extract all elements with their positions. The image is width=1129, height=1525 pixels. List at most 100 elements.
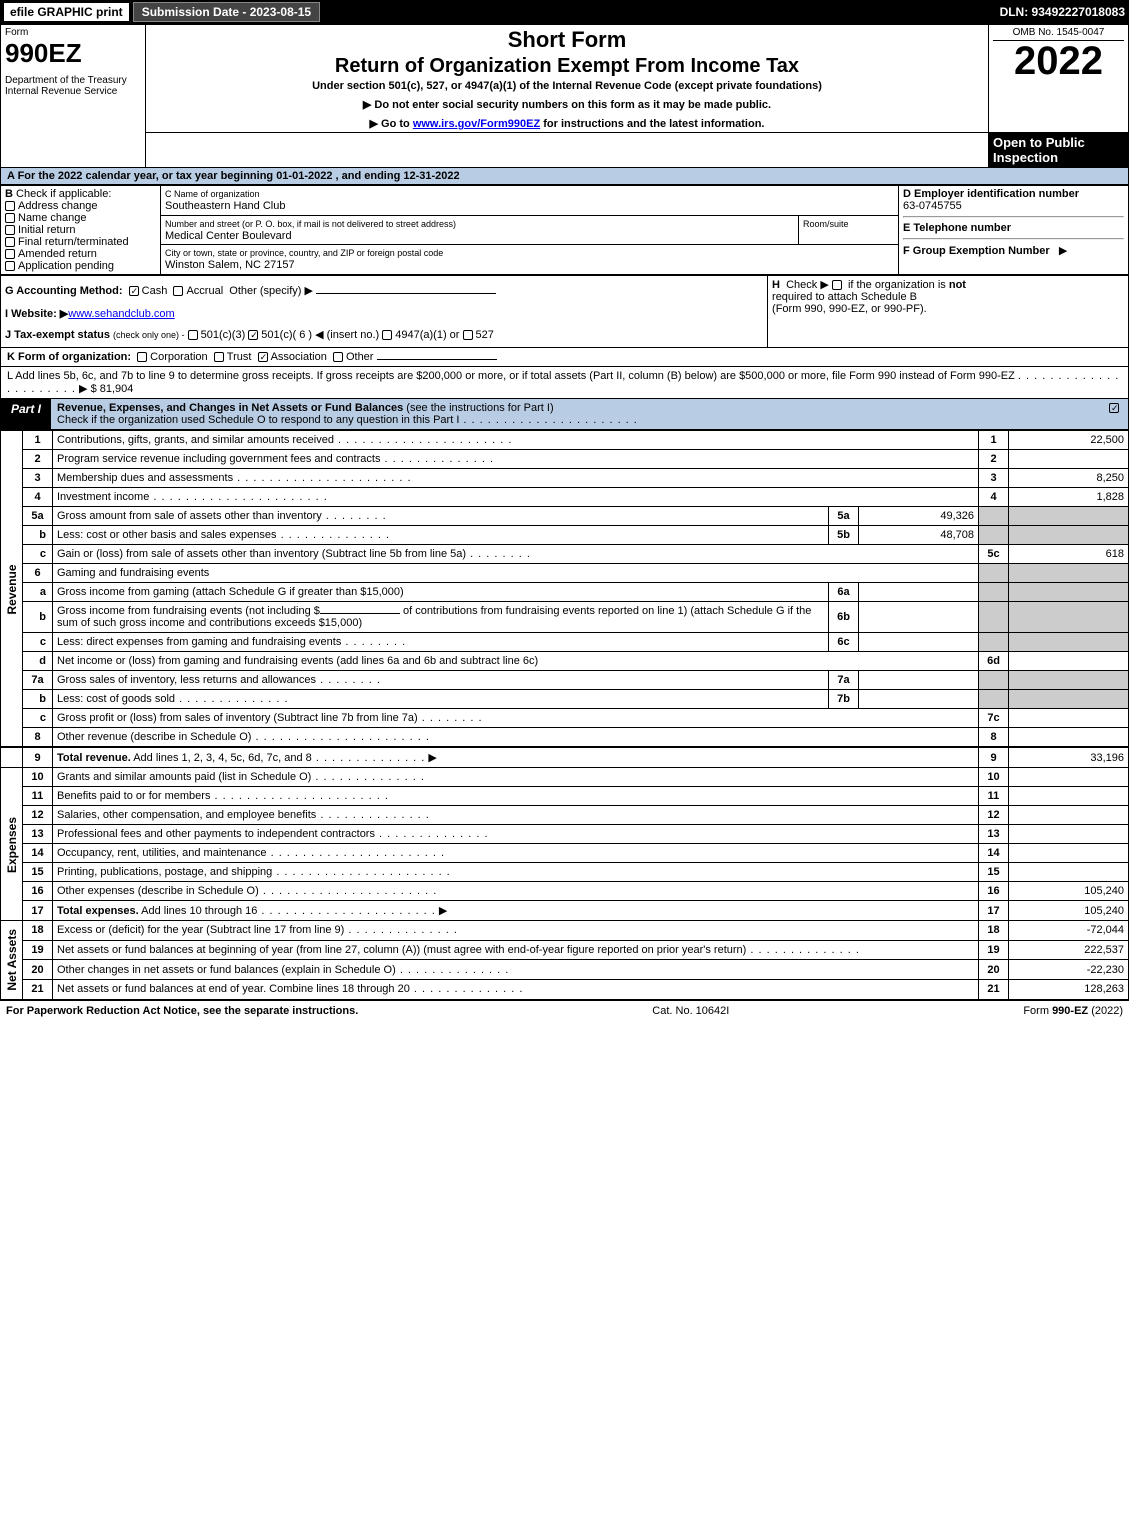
shaded-6-val — [1009, 564, 1129, 583]
part-1-title-text: Revenue, Expenses, and Changes in Net As… — [57, 402, 403, 414]
shaded-5b-val — [1009, 526, 1129, 545]
irs-link[interactable]: www.irs.gov/Form990EZ — [413, 118, 540, 130]
result-no-1: 1 — [979, 431, 1009, 450]
checkbox-schedule-o[interactable] — [1109, 403, 1119, 413]
checkbox-527[interactable] — [463, 330, 473, 340]
h-text1: Check ▶ — [786, 279, 829, 291]
result-no-21: 21 — [979, 979, 1009, 999]
k-assoc: Association — [271, 351, 327, 363]
checkbox-initial-return[interactable] — [5, 225, 15, 235]
line-no-3: 3 — [23, 469, 53, 488]
top-bar: efile GRAPHIC print Submission Date - 20… — [0, 0, 1129, 24]
l-value: $ 81,904 — [91, 383, 134, 395]
checkbox-cash[interactable] — [129, 286, 139, 296]
part-1-title-sub: (see the instructions for Part I) — [406, 402, 553, 414]
line-7a-desc: Gross sales of inventory, less returns a… — [53, 671, 829, 690]
checkbox-address-change[interactable] — [5, 201, 15, 211]
shaded-6b — [979, 602, 1009, 633]
k-trust: Trust — [227, 351, 252, 363]
checkbox-501c3[interactable] — [188, 330, 198, 340]
part-1-check — [1103, 399, 1128, 429]
line-7b-desc: Less: cost of goods sold — [53, 690, 829, 709]
result-no-18: 18 — [979, 921, 1009, 941]
line-13-desc: Professional fees and other payments to … — [53, 825, 979, 844]
line-10-val — [1009, 768, 1129, 787]
line-6b-desc: Gross income from fundraising events (no… — [53, 602, 829, 633]
header-right: OMB No. 1545-0047 2022 — [989, 25, 1129, 133]
line-19-val: 222,537 — [1009, 940, 1129, 960]
line-7c-val — [1009, 709, 1129, 728]
line-11-desc: Benefits paid to or for members — [53, 787, 979, 806]
line-no-6b: b — [23, 602, 53, 633]
checkbox-assoc[interactable] — [258, 352, 268, 362]
line-7b-inline — [859, 690, 979, 709]
street-value: Medical Center Boulevard — [165, 230, 292, 242]
j-opt1: 501(c)(3) — [201, 329, 246, 341]
line-7c-desc: Gross profit or (loss) from sales of inv… — [53, 709, 979, 728]
inline-label-6b: 6b — [829, 602, 859, 633]
checkbox-pending[interactable] — [5, 261, 15, 271]
line-no-6: 6 — [23, 564, 53, 583]
section-b-check-label: Check if applicable: — [16, 188, 111, 200]
checkbox-final-return[interactable] — [5, 237, 15, 247]
line-12-desc: Salaries, other compensation, and employ… — [53, 806, 979, 825]
checkbox-accrual[interactable] — [173, 286, 183, 296]
line-no-10: 10 — [23, 768, 53, 787]
j-opt3: 4947(a)(1) or — [395, 329, 459, 341]
line-no-8: 8 — [23, 728, 53, 748]
f-arrow: ▶ — [1059, 245, 1067, 257]
checkbox-4947[interactable] — [382, 330, 392, 340]
shaded-7a-val — [1009, 671, 1129, 690]
checkbox-trust[interactable] — [214, 352, 224, 362]
tax-year: 2022 — [993, 41, 1124, 81]
inline-label-7a: 7a — [829, 671, 859, 690]
checkbox-corp[interactable] — [137, 352, 147, 362]
result-no-6d: 6d — [979, 652, 1009, 671]
line-16-val: 105,240 — [1009, 882, 1129, 901]
checkbox-amended[interactable] — [5, 249, 15, 259]
checkbox-name-change[interactable] — [5, 213, 15, 223]
line-5b-desc: Less: cost or other basis and sales expe… — [53, 526, 829, 545]
inline-label-6a: 6a — [829, 583, 859, 602]
line-5c-val: 618 — [1009, 545, 1129, 564]
result-no-3: 3 — [979, 469, 1009, 488]
line-18-desc: Excess or (deficit) for the year (Subtra… — [53, 921, 979, 941]
line-15-desc: Printing, publications, postage, and shi… — [53, 863, 979, 882]
h-text4: required to attach Schedule B — [772, 291, 917, 303]
shaded-7b-val — [1009, 690, 1129, 709]
line-5c-desc: Gain or (loss) from sale of assets other… — [53, 545, 979, 564]
org-name: Southeastern Hand Club — [165, 200, 285, 212]
line-2-desc: Program service revenue including govern… — [53, 450, 979, 469]
opt-initial-return: Initial return — [18, 224, 75, 236]
section-d-e-f: D Employer identification number 63-0745… — [899, 186, 1129, 275]
checkbox-501c[interactable] — [248, 330, 258, 340]
k-corp: Corporation — [150, 351, 207, 363]
instr-ssn: ▶ Do not enter social security numbers o… — [150, 98, 984, 111]
line-no-12: 12 — [23, 806, 53, 825]
line-9-val: 33,196 — [1009, 747, 1129, 768]
checkbox-schedule-b[interactable] — [832, 280, 842, 290]
line-6-desc: Gaming and fundraising events — [53, 564, 979, 583]
line-no-20: 20 — [23, 960, 53, 980]
g-other: Other (specify) ▶ — [229, 285, 313, 297]
line-3-desc: Membership dues and assessments — [53, 469, 979, 488]
line-16-desc: Other expenses (describe in Schedule O) — [53, 882, 979, 901]
line-18-val: -72,044 — [1009, 921, 1129, 941]
opt-final-return: Final return/terminated — [18, 236, 129, 248]
line-20-desc: Other changes in net assets or fund bala… — [53, 960, 979, 980]
line-no-18: 18 — [23, 921, 53, 941]
header-left: Form 990EZ Department of the Treasury In… — [1, 25, 146, 168]
c-city-label: City or town, state or province, country… — [165, 248, 443, 258]
line-no-5c: c — [23, 545, 53, 564]
result-no-9: 9 — [979, 747, 1009, 768]
line-2-val — [1009, 450, 1129, 469]
form-number: 990EZ — [5, 38, 141, 69]
website-link[interactable]: www.sehandclub.com — [68, 308, 174, 320]
line-no-13: 13 — [23, 825, 53, 844]
checkbox-other-org[interactable] — [333, 352, 343, 362]
section-g: G Accounting Method: Cash Accrual Other … — [1, 276, 768, 348]
k-label: K Form of organization: — [7, 351, 131, 363]
line-no-7c: c — [23, 709, 53, 728]
line-1-val: 22,500 — [1009, 431, 1129, 450]
j-opt4: 527 — [476, 329, 494, 341]
